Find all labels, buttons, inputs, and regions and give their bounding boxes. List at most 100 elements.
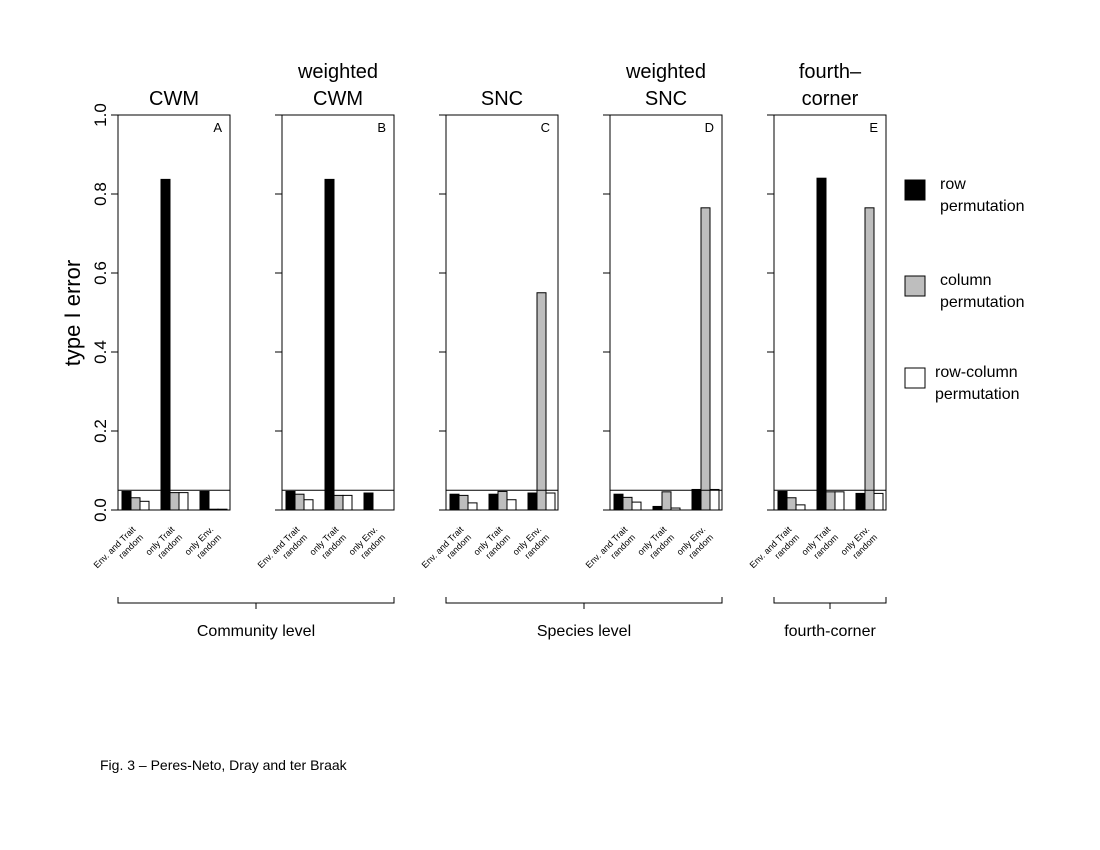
bar-row-column <box>139 500 150 511</box>
panel-frame <box>117 114 231 511</box>
category-label: only Traitrandom <box>800 524 841 565</box>
bar-row-column <box>467 502 478 511</box>
category-label: Env. and Traitrandom <box>256 524 310 578</box>
category-label: only Traitrandom <box>144 524 185 565</box>
bar-row <box>160 178 171 511</box>
legend-label: permutation <box>935 386 1020 403</box>
bar-row-column <box>795 504 806 511</box>
y-tick-label: 0.0 <box>91 498 110 522</box>
group-label: fourth-corner <box>784 623 876 640</box>
bar-row <box>199 490 210 511</box>
bar-column <box>130 497 141 511</box>
bar-column <box>458 494 469 511</box>
bar-column <box>169 492 180 511</box>
y-tick-label: 0.6 <box>91 261 110 285</box>
panel-title: weighted <box>625 61 706 83</box>
figure-caption: Fig. 3 – Peres-Neto, Dray and ter Braak <box>100 757 347 773</box>
bar-row-column <box>631 501 642 511</box>
bar-row <box>777 490 788 511</box>
bar-row <box>488 493 499 511</box>
legend-swatch <box>904 275 926 297</box>
bar-column <box>661 491 672 511</box>
legend-label: row-column <box>935 364 1018 381</box>
category-label: only Env.random <box>511 524 552 565</box>
bar-column <box>333 494 344 511</box>
category-label: only Env.random <box>839 524 880 565</box>
category-label: only Env.random <box>675 524 716 565</box>
panel-frame <box>281 114 395 511</box>
legend: row permutation column permutation row-colum… <box>904 176 1025 403</box>
legend-label: permutation <box>940 198 1025 215</box>
panels: CWM 0.0 0.2 0.4 0.6 0.8 1.0 Env. and Traitrando… <box>91 61 887 578</box>
bar-row-column <box>178 492 189 511</box>
bar-row-column <box>506 499 517 511</box>
bar-column <box>700 207 711 511</box>
bar-column <box>622 496 633 511</box>
panel-letter: B <box>377 120 386 135</box>
bar-row <box>285 490 296 511</box>
panel-frame <box>609 114 723 511</box>
panel-title: SNC <box>481 88 523 110</box>
bar-column <box>497 490 508 511</box>
bar-column <box>536 292 547 511</box>
category-label: Env. and Traitrandom <box>748 524 802 578</box>
y-axis-label: type I error <box>60 260 85 366</box>
bar-row-column <box>342 494 353 511</box>
group-bracket <box>117 597 395 609</box>
category-label: Env. and Traitrandom <box>92 524 146 578</box>
bar-row <box>816 177 827 511</box>
legend-label: column <box>940 272 992 289</box>
legend-label: permutation <box>940 294 1025 311</box>
bar-row <box>324 178 335 511</box>
panel-title: corner <box>802 88 859 110</box>
panel-letter: D <box>705 120 714 135</box>
legend-swatch <box>904 179 926 201</box>
group-bracket <box>445 597 723 609</box>
panel-title: CWM <box>313 88 363 110</box>
panel-title: fourth– <box>799 61 862 83</box>
bar-row <box>363 492 374 511</box>
category-label: only Env.random <box>347 524 388 565</box>
y-tick-label: 0.8 <box>91 182 110 206</box>
category-label: Env. and Traitrandom <box>584 524 638 578</box>
bar-row <box>121 490 132 511</box>
bar-row <box>527 492 538 511</box>
panel-letter: C <box>541 120 550 135</box>
bar-row <box>691 488 702 511</box>
bar-row <box>652 505 663 511</box>
panel-letter: A <box>213 120 222 135</box>
panel-frame <box>445 114 559 511</box>
category-label: only Traitrandom <box>636 524 677 565</box>
group-brackets: Community level Species level fourth-corne… <box>117 597 887 640</box>
y-tick-label: 1.0 <box>91 103 110 127</box>
category-label: only Traitrandom <box>472 524 513 565</box>
bar-column <box>825 491 836 511</box>
panel-title: weighted <box>297 61 378 83</box>
category-label: only Env.random <box>183 524 224 565</box>
group-bracket <box>773 597 887 609</box>
panel-frame <box>773 114 887 511</box>
category-label: only Traitrandom <box>308 524 349 565</box>
bar-row <box>449 493 460 511</box>
bar-row <box>613 493 624 511</box>
bar-column <box>864 207 875 511</box>
y-tick-label: 0.4 <box>91 340 110 364</box>
group-label: Community level <box>197 623 315 640</box>
panel-title: CWM <box>149 88 199 110</box>
bar-column <box>786 497 797 511</box>
group-label: Species level <box>537 623 631 640</box>
panel-letter: E <box>869 120 878 135</box>
bar-row-column <box>545 492 556 511</box>
bar-row-column <box>709 488 720 511</box>
bar-row-column <box>834 491 845 511</box>
bar-column <box>294 493 305 511</box>
legend-swatch <box>904 367 926 389</box>
y-tick-label: 0.2 <box>91 419 110 443</box>
legend-label: row <box>940 176 966 193</box>
bar-row <box>855 492 866 511</box>
